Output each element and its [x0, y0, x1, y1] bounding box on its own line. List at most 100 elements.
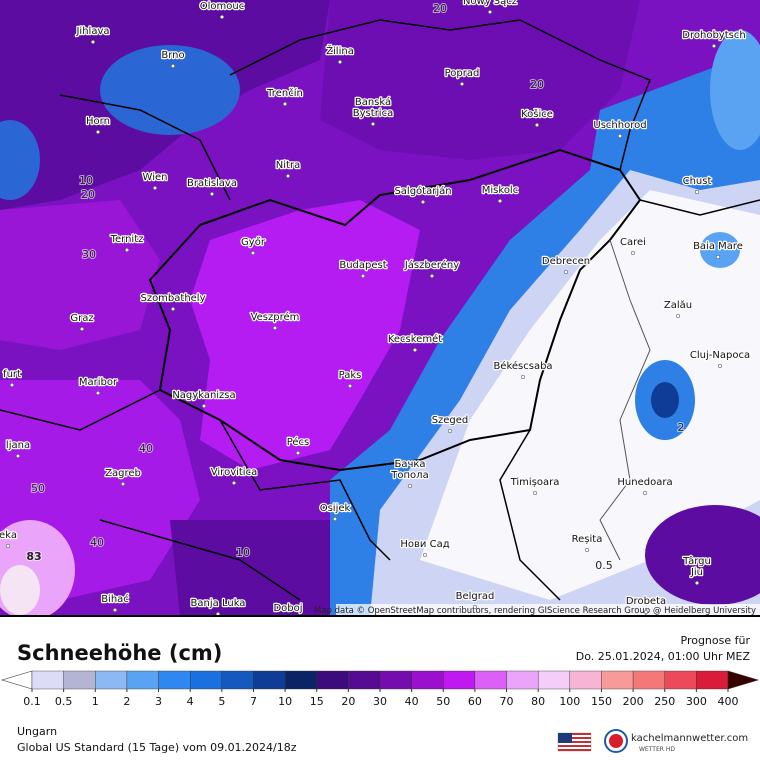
border — [229, 19, 651, 171]
city-dot — [429, 273, 435, 279]
city-label: Bystrica — [353, 108, 393, 119]
city-dot — [694, 189, 700, 195]
colorbar-label: 400 — [718, 695, 739, 708]
city-label: Poprad — [445, 68, 480, 79]
field-region — [710, 30, 760, 150]
city-dot — [360, 273, 366, 279]
colorbar-swatch — [506, 670, 539, 690]
colorbar-label: 0.1 — [23, 695, 41, 708]
city-dot — [95, 129, 101, 135]
city-dot — [694, 580, 700, 586]
city-label: eka — [0, 530, 17, 541]
city-label: Нови Сад — [400, 539, 449, 550]
city-dot — [286, 617, 290, 621]
colorbar-label: 200 — [623, 695, 644, 708]
city-label: Jászberény — [404, 259, 459, 271]
city-dot — [563, 269, 569, 275]
colorbar-label: 3 — [155, 695, 162, 708]
city-label: Kecskemét — [388, 333, 442, 345]
city-dot — [459, 81, 465, 87]
city-label: Salgótarján — [394, 185, 451, 197]
colorbar-swatch — [474, 670, 507, 690]
city-dot — [532, 490, 538, 496]
city-label: Graz — [70, 313, 93, 324]
city-dot — [617, 133, 623, 139]
field-region — [645, 505, 760, 605]
attribution-background — [336, 604, 760, 616]
city-dot — [201, 403, 207, 409]
colorbar-label: 0.5 — [55, 695, 73, 708]
city-label: Ternitz — [110, 234, 144, 245]
border — [0, 389, 161, 431]
colorbar-label: 300 — [686, 695, 707, 708]
city-label: Brno — [161, 50, 184, 61]
city-dot — [407, 483, 413, 489]
field-region — [0, 200, 160, 350]
border — [148, 148, 642, 472]
colorbar-swatch — [411, 670, 444, 690]
city-dot — [715, 254, 721, 260]
city-dot — [630, 250, 636, 256]
city-label: Nitra — [276, 160, 300, 171]
city-label: Olomouc — [200, 1, 244, 12]
city-dot — [272, 325, 278, 331]
city-label: Drobeta — [626, 596, 666, 607]
city-label: Belgrad — [456, 591, 495, 602]
city-label: Uschhorod — [593, 120, 646, 131]
city-label: Doboj — [273, 603, 302, 614]
region-border — [599, 239, 651, 561]
city-dot — [90, 39, 96, 45]
city-dot — [112, 607, 118, 613]
logo-name: kachelmannwetter.com — [631, 733, 748, 744]
contour-label: 40 — [90, 536, 104, 549]
colorbar-label: 20 — [341, 695, 355, 708]
colorbar-label: 2 — [123, 695, 130, 708]
colorbar-label: 60 — [468, 695, 482, 708]
colorbar-label: 50 — [436, 695, 450, 708]
colorbar-swatch — [316, 670, 349, 690]
region: Ungarn — [17, 725, 57, 738]
city-dot — [95, 390, 101, 396]
city-label: Бачка — [394, 459, 425, 470]
city-label: Banja Luka — [191, 598, 246, 609]
contour-label: 50 — [31, 482, 45, 495]
city-label: ljana — [6, 440, 30, 451]
colorbar-swatch — [126, 670, 159, 690]
attribution: Map data © OpenStreetMap contributors, r… — [314, 606, 756, 616]
colorbar-swatch — [31, 670, 64, 690]
colorbar-swatch — [569, 670, 602, 690]
city-label: Győr — [241, 236, 266, 248]
city-dot — [124, 247, 130, 253]
contour-label: 20 — [81, 188, 95, 201]
colorbar-swatch — [632, 670, 665, 690]
city-label: Osijek — [320, 503, 351, 514]
colorbar-swatch — [158, 670, 191, 690]
forecast-label: Prognose für — [681, 634, 751, 647]
colorbar-swatch — [537, 670, 571, 690]
city-label: Békéscsaba — [493, 360, 552, 372]
city-dot — [642, 490, 648, 496]
colorbar-swatch — [189, 670, 223, 690]
colorbar-swatch — [379, 670, 412, 690]
colorbar-swatch — [601, 670, 634, 690]
forecast-time: Do. 25.01.2024, 01:00 Uhr MEZ — [576, 650, 751, 663]
city-dot — [79, 326, 85, 332]
city-label: Jihlava — [75, 26, 109, 37]
colorbar-under — [0, 670, 33, 690]
colorbar-label: 40 — [405, 695, 419, 708]
colorbar-over — [727, 670, 760, 690]
field-region — [0, 565, 40, 615]
flag — [557, 732, 592, 752]
city-dot — [717, 363, 723, 369]
colorbar-swatch — [348, 670, 381, 690]
city-label: Zagreb — [105, 468, 141, 479]
city-label: Reșita — [572, 534, 603, 545]
colorbar-swatch — [63, 670, 96, 690]
city-dot — [347, 383, 353, 389]
city-label: Szeged — [432, 415, 469, 426]
colorbar-swatch — [221, 670, 254, 690]
city-dot — [209, 191, 215, 197]
field-region — [170, 520, 330, 616]
city-label: Cluj-Napoca — [690, 350, 750, 361]
city-label: Virovitica — [211, 467, 257, 478]
